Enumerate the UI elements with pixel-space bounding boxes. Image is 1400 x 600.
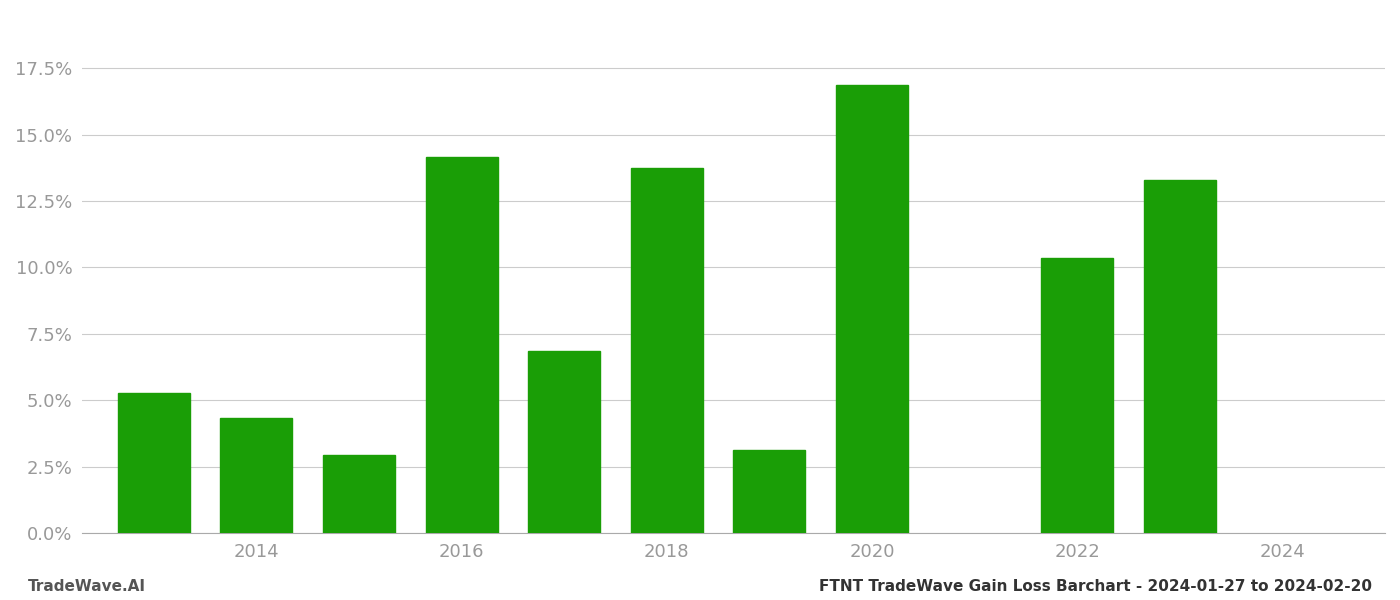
Text: FTNT TradeWave Gain Loss Barchart - 2024-01-27 to 2024-02-20: FTNT TradeWave Gain Loss Barchart - 2024… bbox=[819, 579, 1372, 594]
Bar bbox=[323, 455, 395, 533]
Bar bbox=[1144, 180, 1215, 533]
Bar bbox=[836, 85, 909, 533]
Bar bbox=[1042, 258, 1113, 533]
Bar bbox=[426, 157, 497, 533]
Bar bbox=[528, 351, 601, 533]
Bar bbox=[220, 418, 293, 533]
Text: TradeWave.AI: TradeWave.AI bbox=[28, 579, 146, 594]
Bar bbox=[118, 393, 190, 533]
Bar bbox=[734, 449, 805, 533]
Bar bbox=[631, 168, 703, 533]
